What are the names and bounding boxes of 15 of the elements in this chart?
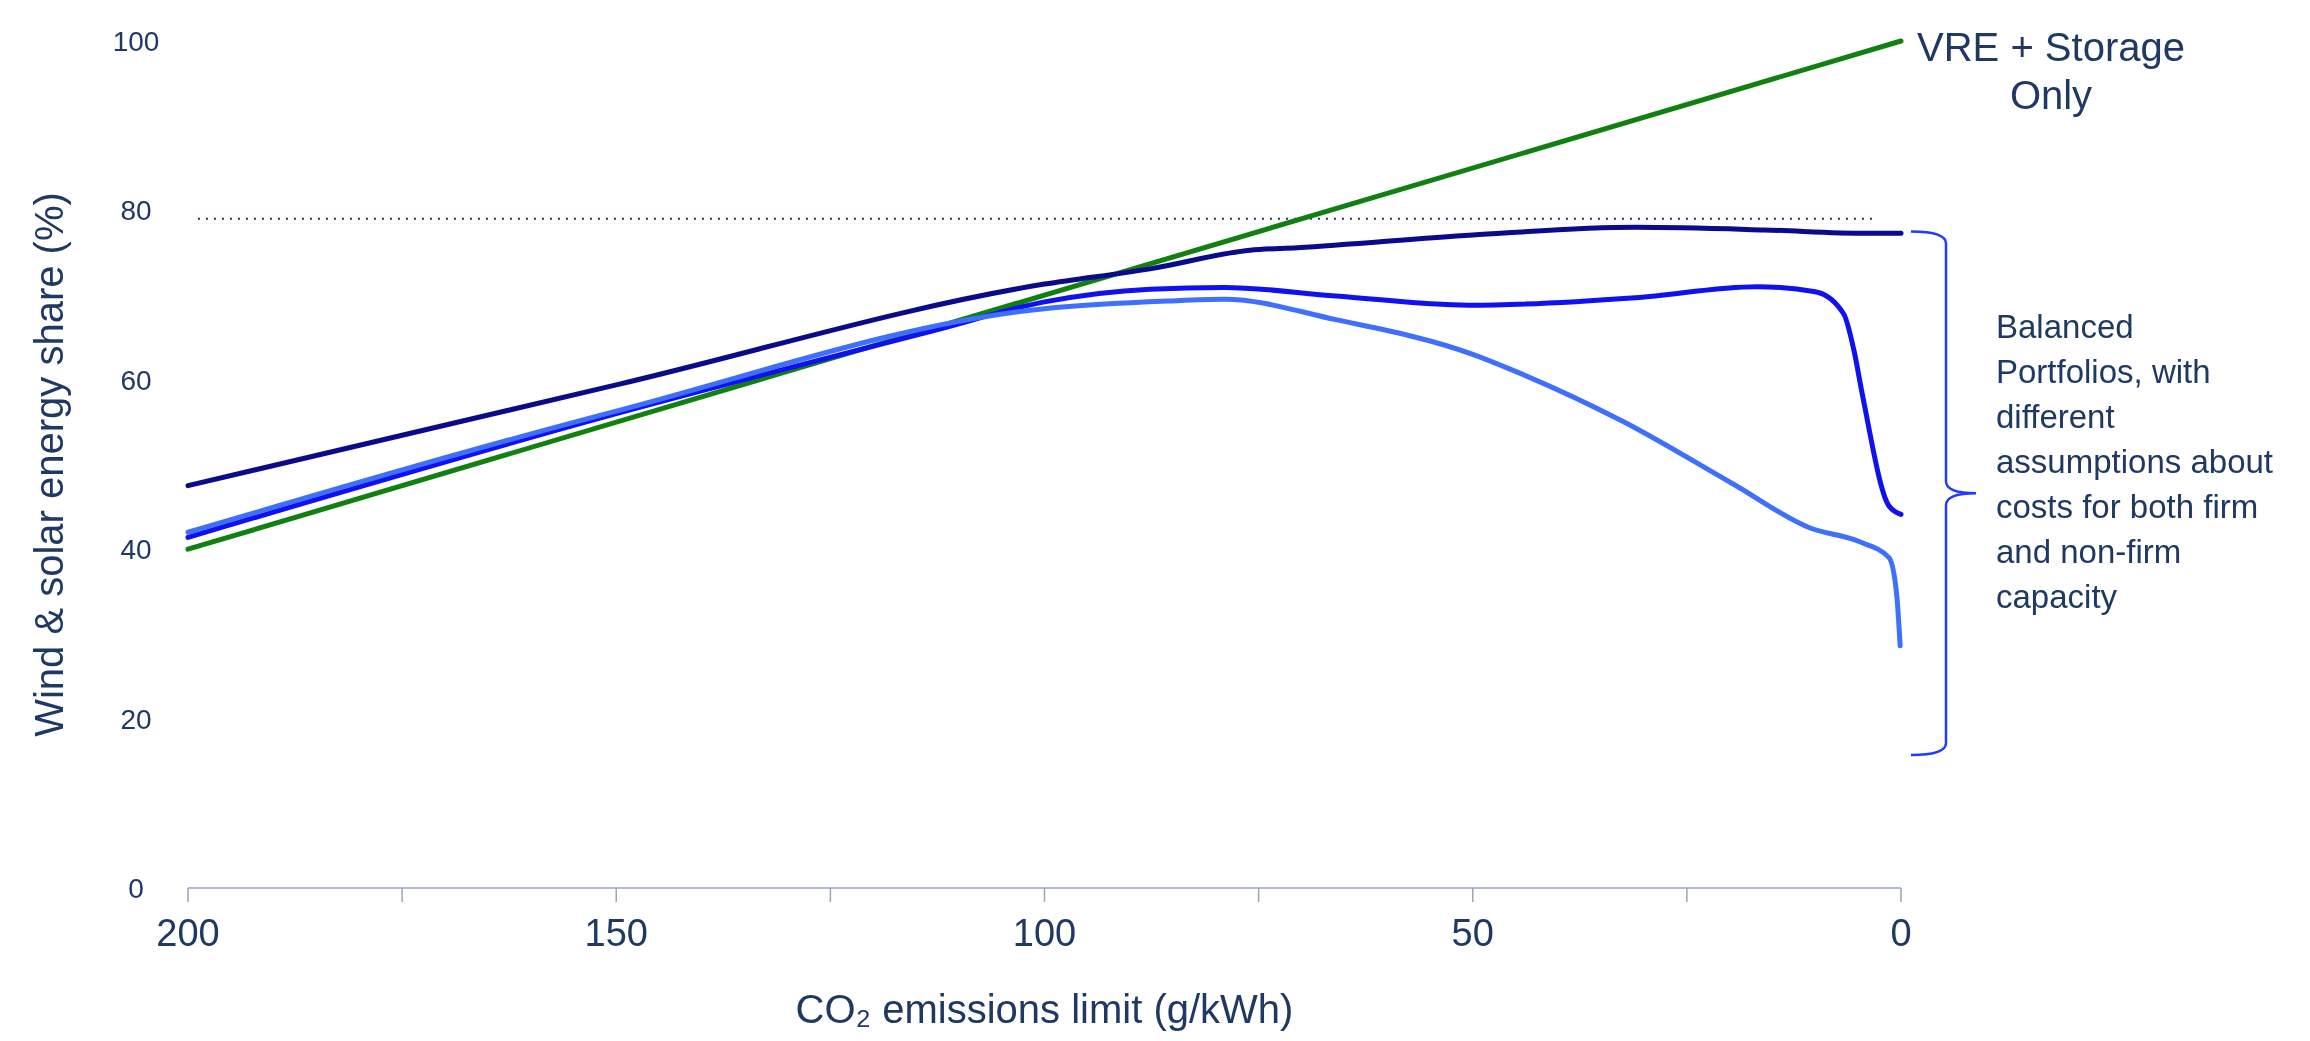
text: Balanced Portfolios, with different assumptions about costs for both firm and non-firm capacity (1996, 308, 2274, 616)
series-label: VRE + Storage Only (1917, 25, 2185, 117)
y-tick-label: 20 (120, 703, 152, 735)
x-tick-label: 0 (1890, 912, 1912, 954)
y-tick-label: 0 (128, 873, 144, 904)
y-tick-label: 80 (120, 195, 152, 227)
x-axis-title: CO₂ emissions limit (g/kWh) (795, 987, 1294, 1031)
y-axis-title: Wind & solar energy share (%) (27, 192, 71, 737)
x-tick-label: 200 (156, 912, 220, 954)
y-tick-label: 40 (120, 534, 152, 566)
x-tick-label: 50 (1451, 912, 1494, 954)
x-tick-label: 100 (1012, 912, 1077, 954)
x-tick-label: 150 (584, 912, 648, 954)
y-tick-label: 60 (120, 364, 152, 396)
y-tick-label: 100 (112, 26, 160, 57)
